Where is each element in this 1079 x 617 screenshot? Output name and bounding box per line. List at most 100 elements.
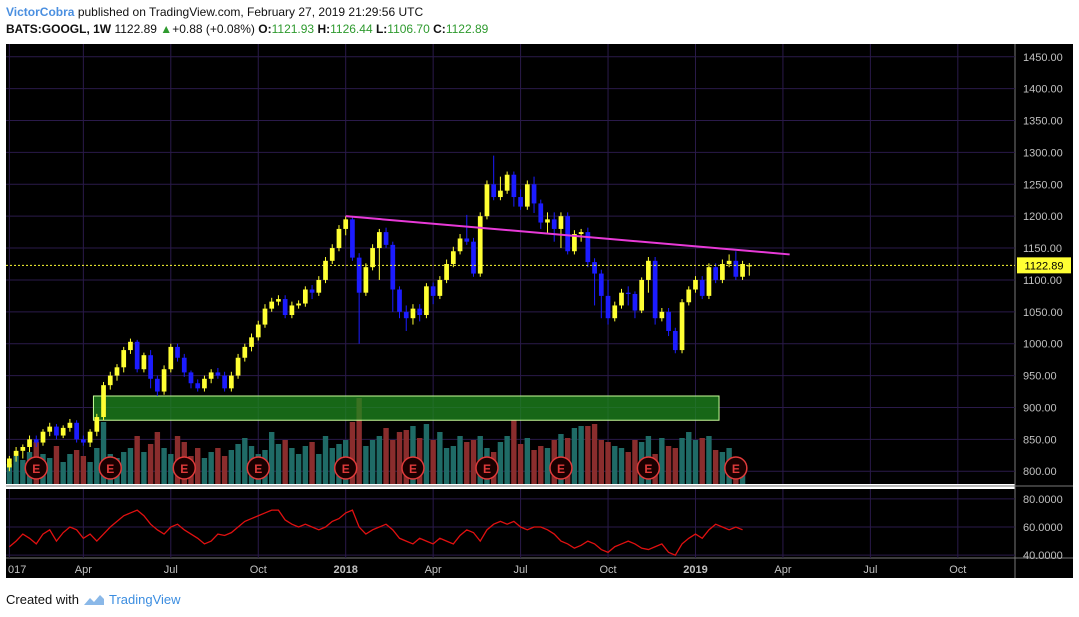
volume-bar (423, 424, 430, 484)
volume-bar (67, 454, 73, 484)
volume-bar (329, 448, 335, 484)
volume-bar (632, 440, 638, 484)
volume-bar (686, 432, 692, 484)
earnings-marker-icon (24, 456, 49, 480)
candle-body (430, 286, 436, 296)
volume-bar (73, 450, 80, 484)
candle-body (518, 197, 523, 207)
candle-body (67, 422, 73, 428)
candle-body (202, 378, 207, 389)
volume-bar (141, 452, 147, 484)
publish-line: VictorCobra published on TradingView.com… (6, 5, 423, 19)
earnings-marker-icon (549, 456, 573, 480)
last-price-tag (1017, 257, 1071, 274)
candle-body (222, 375, 227, 389)
last-price: 1122.89 (114, 22, 157, 36)
candle-body (302, 289, 308, 304)
candle-body (484, 184, 490, 217)
volume-bar (464, 442, 470, 484)
candle-body (666, 311, 671, 331)
candle-body (605, 295, 611, 319)
volume-bar (316, 454, 322, 484)
volume-bar (706, 436, 712, 484)
candle-body (740, 264, 745, 277)
chart-area[interactable]: 1122.89 1450.00 1400.00 1350.00 1300.00 1250.… (0, 42, 1079, 583)
earnings-marker-icon (172, 456, 197, 480)
time-scale-bg (6, 558, 1073, 578)
volume-bar (208, 452, 214, 484)
volume-bar (121, 452, 127, 484)
time-tick-label: Oct (949, 564, 966, 576)
candle-body (20, 447, 26, 451)
price-tick-label: 1000.00 (1023, 339, 1063, 351)
volume-bar (356, 398, 362, 484)
candle-body (592, 262, 597, 274)
symbol-line: BATS:GOOGL, 1W 1122.89 ▲+0.88 (+0.08%) O… (6, 22, 488, 36)
price-tick-label: 1050.00 (1023, 307, 1063, 319)
volume-bar (390, 440, 396, 484)
candle-body (323, 260, 328, 280)
candle-body (699, 279, 705, 296)
volume-bar (302, 446, 309, 484)
candle-body (40, 431, 46, 443)
candle-body (27, 439, 32, 448)
volume-bar (403, 430, 409, 484)
candle-body (424, 286, 429, 316)
candle-body (713, 267, 719, 280)
candle-body (262, 308, 268, 325)
earnings-marker-icon (401, 456, 425, 480)
time-tick-label: 2018 (333, 564, 357, 576)
candle-body (558, 216, 564, 229)
price-tick-label: 1200.00 (1023, 211, 1063, 223)
candle-body (646, 260, 651, 280)
earnings-label: E (557, 462, 565, 476)
candle-body (215, 372, 221, 376)
candle-body (383, 232, 389, 245)
time-tick-label: Jul (514, 564, 528, 576)
tradingview-link[interactable]: TradingView (108, 592, 181, 607)
candle-body (498, 190, 503, 198)
volume-bar (517, 444, 524, 484)
time-tick-label: Apr (774, 564, 791, 576)
candle-body (444, 264, 449, 280)
resistance-trendline (345, 215, 790, 256)
candle-body (101, 385, 106, 418)
candle-body (572, 234, 577, 252)
volume-bar (80, 456, 87, 484)
author-name[interactable]: VictorCobra (6, 5, 75, 19)
candle-body (141, 355, 147, 370)
volume-bar (275, 444, 282, 484)
earnings-marker-icon (475, 456, 499, 480)
rsi-tick-label: 40.0000 (1023, 550, 1063, 562)
candle-body (511, 174, 517, 198)
earnings-label: E (342, 462, 350, 476)
volume-bar (571, 428, 578, 484)
volume-bar (127, 448, 134, 484)
close-label: C: (433, 22, 446, 36)
rsi-line (8, 509, 743, 557)
candle-body (403, 311, 409, 319)
chart-svg[interactable]: 1122.89 1450.00 1400.00 1350.00 1300.00 1250.… (0, 42, 1079, 583)
candle-body (746, 265, 752, 267)
volume-bar (437, 432, 443, 484)
volume-bar (6, 464, 13, 484)
volume-bar (430, 440, 436, 484)
candle-body (255, 324, 261, 338)
candle-body (356, 257, 362, 293)
candle-body (538, 203, 544, 223)
volume-bar (457, 436, 463, 484)
volume-bar (504, 436, 510, 484)
candle-body (350, 219, 355, 258)
time-tick-label: 2019 (683, 564, 707, 576)
volume-bar (309, 442, 315, 484)
low-value: 1106.70 (387, 22, 430, 36)
candle-body (706, 267, 712, 296)
earnings-label: E (32, 462, 40, 476)
volume-bar (87, 462, 93, 484)
candle-body (33, 439, 39, 443)
price-tick-label: 1300.00 (1023, 147, 1063, 159)
candle-body (54, 426, 59, 436)
high-label: H: (317, 22, 331, 36)
candle-body (60, 427, 66, 436)
rsi-tick-label: 60.0000 (1023, 522, 1063, 534)
